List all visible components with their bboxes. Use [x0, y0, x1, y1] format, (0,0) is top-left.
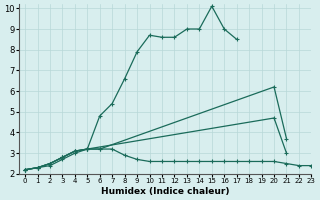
X-axis label: Humidex (Indice chaleur): Humidex (Indice chaleur)	[101, 187, 229, 196]
